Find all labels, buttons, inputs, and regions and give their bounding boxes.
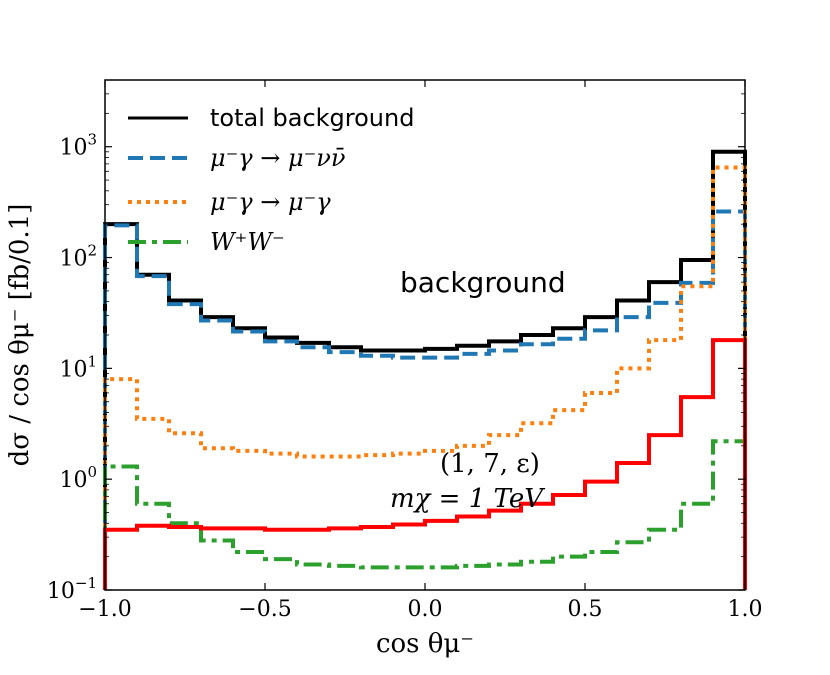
ticks-layer: −1.0 −0.5 0.0 0.5 1.0 10−1 100 101 102 103 <box>47 79 763 622</box>
y-tick-label-4: 103 <box>59 131 97 161</box>
signal-annotation-line1: (1, 7, ε) <box>440 449 540 479</box>
y-tick-label-3: 102 <box>59 242 97 272</box>
y-tick-label-0: 10−1 <box>47 574 97 604</box>
legend-label-compton: μ⁻γ → μ⁻γ <box>210 188 331 216</box>
legend-label-neutrino: μ⁻γ → μ⁻νν̄ <box>210 144 345 172</box>
y-tick-label-2: 101 <box>59 352 97 382</box>
x-tick-label-2: 0.0 <box>408 597 443 622</box>
series-line-2 <box>103 209 747 590</box>
x-tick-label-1: −0.5 <box>238 597 291 622</box>
y-tick-label-1: 100 <box>59 463 97 493</box>
series-line-4 <box>103 439 747 590</box>
series-line-3 <box>103 165 747 590</box>
x-tick-label-3: 0.5 <box>568 597 603 622</box>
x-tick-label-4: 1.0 <box>728 597 763 622</box>
series-layer <box>103 149 747 590</box>
legend-label-total: total background <box>210 104 414 132</box>
series-line-5 <box>103 338 747 590</box>
background-annotation: background <box>400 266 566 299</box>
series-line-1 <box>103 149 747 590</box>
y-axis-title: dσ / cos θμ⁻ [fb/0.1] <box>5 204 35 467</box>
signal-annotation-line2: mχ = 1 TeV <box>390 484 545 514</box>
x-axis-title: cos θμ⁻ <box>376 629 474 659</box>
legend-label-ww: W⁺W⁻ <box>210 228 285 256</box>
x-tick-label-0: −1.0 <box>78 597 131 622</box>
legend: total background μ⁻γ → μ⁻νν̄ μ⁻γ → μ⁻γ W… <box>128 104 414 256</box>
